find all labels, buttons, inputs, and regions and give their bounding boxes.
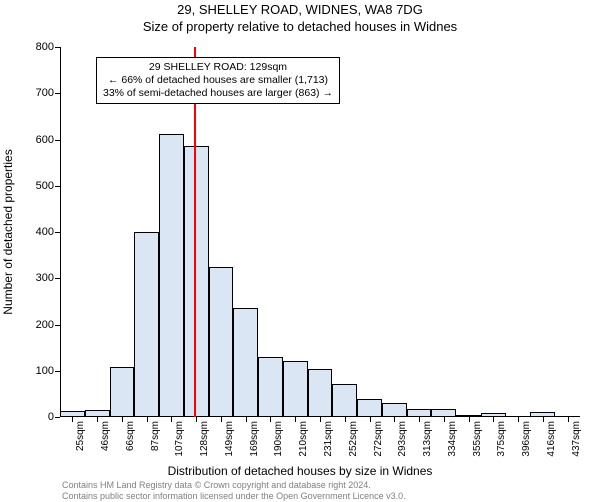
x-tick-mark	[171, 417, 172, 422]
x-tick-label: 87sqm	[150, 421, 161, 451]
y-tick-mark	[55, 47, 60, 48]
x-axis-label: Distribution of detached houses by size …	[0, 464, 600, 478]
x-tick-mark	[394, 417, 395, 422]
x-tick-label: 190sqm	[273, 421, 284, 457]
y-tick-label: 0	[48, 411, 54, 423]
y-tick-label: 600	[36, 134, 54, 146]
annotation-line-3: 33% of semi-detached houses are larger (…	[103, 87, 333, 100]
footer-attribution: Contains HM Land Registry data © Crown c…	[62, 480, 406, 501]
x-tick-label: 252sqm	[348, 421, 359, 457]
y-tick-mark	[55, 417, 60, 418]
x-tick-mark	[493, 417, 494, 422]
x-tick-mark	[444, 417, 445, 422]
histogram-bar	[258, 357, 283, 417]
x-tick-label: 396sqm	[521, 421, 532, 457]
x-tick-mark	[345, 417, 346, 422]
histogram-bar	[184, 146, 209, 417]
x-tick-mark	[122, 417, 123, 422]
x-tick-label: 169sqm	[249, 421, 260, 457]
x-tick-label: 107sqm	[174, 421, 185, 457]
histogram-bar	[283, 361, 308, 417]
y-tick-label: 800	[36, 41, 54, 53]
y-tick-mark	[55, 93, 60, 94]
x-tick-label: 66sqm	[125, 421, 136, 451]
histogram-chart: 29 SHELLEY ROAD: 129sqm ← 66% of detache…	[60, 47, 580, 417]
y-tick-mark	[55, 186, 60, 187]
histogram-bar	[209, 267, 234, 417]
y-axis-label: Number of detached properties	[1, 149, 15, 314]
histogram-bar	[308, 369, 333, 417]
x-tick-label: 375sqm	[496, 421, 507, 457]
y-tick-label: 700	[36, 87, 54, 99]
annotation-line-1: 29 SHELLEY ROAD: 129sqm	[103, 61, 333, 74]
x-tick-mark	[568, 417, 569, 422]
x-tick-label: 128sqm	[199, 421, 210, 457]
x-tick-mark	[295, 417, 296, 422]
x-tick-mark	[221, 417, 222, 422]
annotation-box: 29 SHELLEY ROAD: 129sqm ← 66% of detache…	[96, 57, 340, 104]
x-tick-mark	[270, 417, 271, 422]
y-tick-label: 200	[36, 319, 54, 331]
x-tick-mark	[320, 417, 321, 422]
annotation-line-2: ← 66% of detached houses are smaller (1,…	[103, 74, 333, 87]
x-tick-mark	[469, 417, 470, 422]
histogram-bar	[332, 384, 357, 417]
footer-line-2: Contains public sector information licen…	[62, 491, 406, 501]
y-axis-line	[60, 47, 61, 417]
page-title: 29, SHELLEY ROAD, WIDNES, WA8 7DG	[0, 2, 600, 17]
histogram-bar	[357, 399, 382, 418]
histogram-bar	[159, 134, 184, 417]
x-tick-label: 293sqm	[397, 421, 408, 457]
y-tick-label: 400	[36, 226, 54, 238]
x-tick-label: 334sqm	[447, 421, 458, 457]
x-tick-mark	[543, 417, 544, 422]
y-tick-mark	[55, 278, 60, 279]
x-tick-mark	[370, 417, 371, 422]
y-tick-label: 300	[36, 272, 54, 284]
x-tick-label: 210sqm	[298, 421, 309, 457]
x-tick-mark	[97, 417, 98, 422]
x-tick-label: 46sqm	[100, 421, 111, 451]
x-tick-label: 149sqm	[224, 421, 235, 457]
x-tick-label: 416sqm	[546, 421, 557, 457]
y-tick-label: 500	[36, 180, 54, 192]
x-tick-mark	[72, 417, 73, 422]
x-tick-mark	[246, 417, 247, 422]
page-subtitle: Size of property relative to detached ho…	[0, 19, 600, 34]
histogram-bar	[110, 367, 135, 417]
x-tick-mark	[147, 417, 148, 422]
histogram-bar	[233, 308, 258, 417]
x-tick-label: 231sqm	[323, 421, 334, 457]
x-tick-label: 355sqm	[472, 421, 483, 457]
histogram-bar	[382, 403, 407, 417]
histogram-bar	[134, 232, 159, 417]
x-tick-mark	[518, 417, 519, 422]
x-tick-label: 437sqm	[571, 421, 582, 457]
y-tick-mark	[55, 140, 60, 141]
x-tick-mark	[196, 417, 197, 422]
footer-line-1: Contains HM Land Registry data © Crown c…	[62, 480, 406, 490]
x-tick-label: 272sqm	[373, 421, 384, 457]
y-tick-mark	[55, 371, 60, 372]
y-tick-label: 100	[36, 365, 54, 377]
x-tick-label: 25sqm	[75, 421, 86, 451]
y-tick-mark	[55, 232, 60, 233]
x-tick-mark	[419, 417, 420, 422]
x-tick-label: 313sqm	[422, 421, 433, 457]
y-tick-mark	[55, 325, 60, 326]
